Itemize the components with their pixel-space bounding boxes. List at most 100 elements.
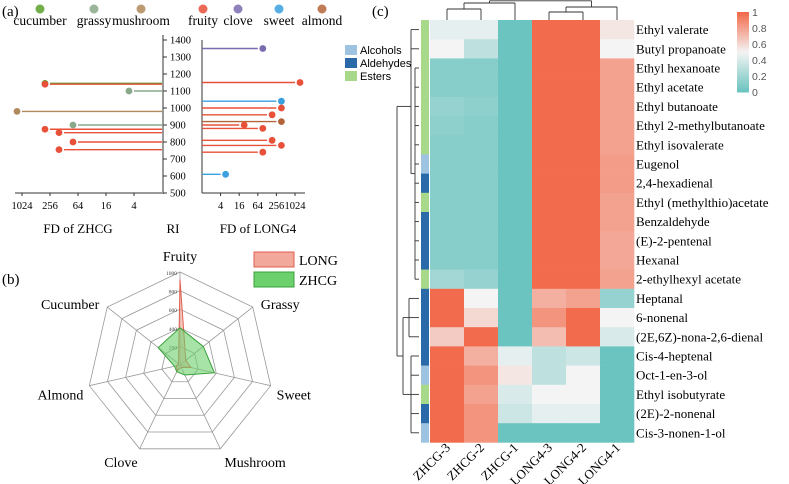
zhcg-fd-tick-label: 256 [42,201,58,212]
heatmap-cell [566,96,601,117]
panel-a-fd-chart: cucumber grassy mushroom fruity clove sweet al… [12,4,342,236]
radar-axis-label: Grassy [261,298,300,313]
panel-label-b: (b) [2,272,20,288]
heatmap-cell [464,58,499,78]
legend-odor-icon [198,4,208,14]
legend-odor-icon [136,4,146,14]
radar-axis-label: Sweet [277,389,311,404]
radar-legend-swatch [253,271,295,288]
heatmap-cell [464,96,499,117]
colorbar-segment [737,34,749,37]
heatmap-cell [600,308,635,328]
zhcg-odor-marker [41,125,49,133]
row-class-strip [421,212,429,232]
ri-tick-label: 800 [170,138,186,149]
row-class-strip [421,384,429,405]
long4-fd-tick-label: 256 [269,201,285,212]
legend-odor-icon [89,4,99,14]
colorbar-segment [737,24,749,27]
radar-axis-label: Clove [104,456,137,471]
heatmap-row-label: Cis-3-nonen-1-ol [636,425,726,440]
row-class-strip [421,77,429,98]
heatmap-cell [566,384,601,405]
colorbar-segment [737,78,749,81]
heatmap-cell [430,365,465,386]
heatmap-cell [498,269,533,290]
heatmap-cell [498,96,533,117]
heatmap-cell [600,327,635,347]
heatmap-cell [600,365,635,386]
zhcg-odor-marker [13,108,21,115]
row-class-strip [421,288,429,309]
zhcg-odor-marker [55,129,63,137]
heatmap-cell [498,135,533,155]
row-class-strip [421,346,429,366]
heatmap-cell [464,39,499,59]
heatmap-cell [566,116,601,136]
heatmap-cell [464,404,499,424]
colorbar-segment [737,12,749,15]
radar-grid-ring [125,308,235,416]
heatmap-cell [464,231,499,251]
long4-odor-marker [268,111,276,119]
legend-odor-label: mushroom [112,13,170,28]
colorbar-segment [737,16,749,19]
heatmap-cell [600,116,635,136]
heatmap-cell [464,116,499,136]
heatmap-cell [464,20,499,40]
heatmap-cell [464,384,499,405]
colorbar-segment [737,38,749,41]
heatmap-row-label: (E)-2-pentenal [636,233,712,248]
colorbar-segment [737,36,749,39]
radar-axis-label: Almond [37,389,83,404]
long4-odor-marker [278,104,285,112]
radar-legend-label: ZHCG [299,274,337,289]
heatmap-cell [430,308,465,328]
heatmap-cell [464,308,499,328]
colorbar-segment [737,50,749,53]
heatmap-cell [566,77,601,98]
heatmap-cell [566,20,601,40]
zhcg-fd-axis-title: FD of ZHCG [43,221,112,236]
heatmap-cell [430,423,465,443]
heatmap-row-label: Hexanal [636,253,680,268]
colorbar-segment [737,40,749,43]
heatmap-row-label: Ethyl 2-methylbutanoate [636,118,765,133]
colorbar-tick-label: 0.8 [752,23,767,35]
heatmap-cell [498,423,533,443]
heatmap-cell [600,173,635,194]
long4-fd-tick-label: 16 [234,201,245,212]
ri-tick-label: 700 [170,155,186,166]
heatmap-cell [532,327,567,347]
panel-c-heatmap: Ethyl valerate Butyl propanoate Ethyl hexa… [345,0,769,484]
colorbar-segment [737,32,749,35]
legend-odor-label: cucumber [13,13,67,28]
heatmap-cell [532,212,567,232]
heatmap-row-label: Oct-1-en-3-ol [636,368,708,383]
row-class-strip [421,269,429,290]
heatmap-cell [600,77,635,98]
long4-odor-marker [222,170,230,178]
heatmap-cell [532,269,567,290]
colorbar-segment [737,82,749,85]
colorbar-segment [737,46,749,49]
heatmap-cell [498,212,533,232]
heatmap-cell [532,20,567,40]
row-class-strip [421,96,429,117]
zhcg-fd-tick-label: 4 [131,201,137,212]
long4-odor-marker [259,148,267,156]
long4-odor-marker [268,136,276,144]
radar-axis-label: Mushroom [224,456,286,471]
heatmap-cell [498,308,533,328]
colorbar-segment [737,42,749,45]
colorbar-segment [737,20,749,23]
heatmap-cell [566,269,601,290]
heatmap-cell [566,212,601,232]
heatmap-row-label: Ethyl isobutyrate [636,387,725,402]
heatmap-cell [498,384,533,405]
colorbar-segment [737,76,749,79]
heatmap-cell [464,346,499,366]
colorbar-segment [737,74,749,77]
heatmap-cell [566,135,601,155]
